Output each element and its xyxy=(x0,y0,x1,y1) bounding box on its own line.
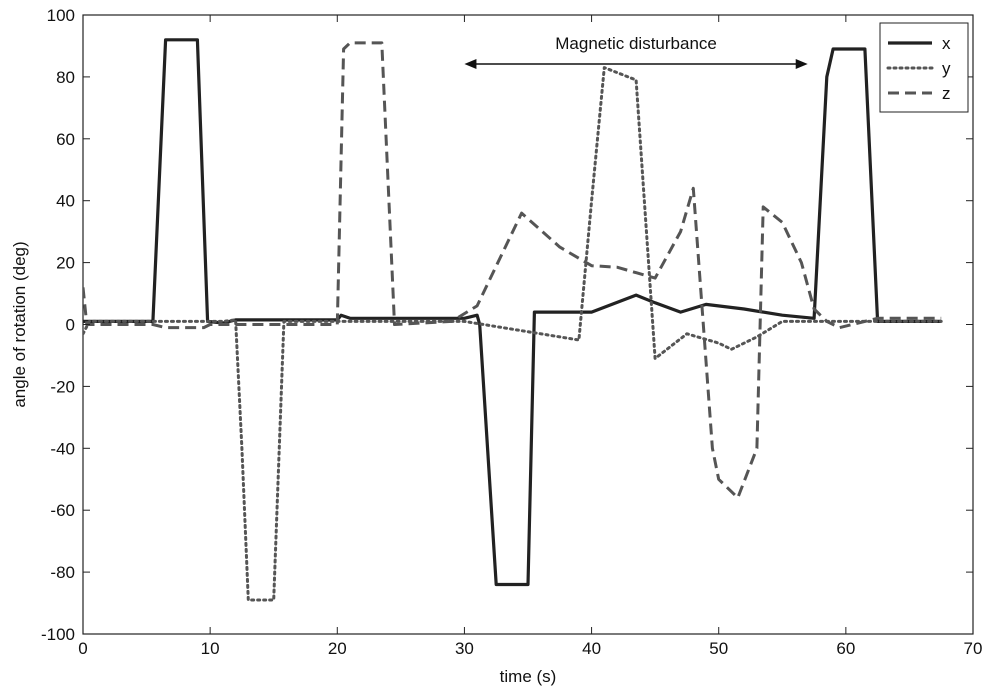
x-tick-label: 30 xyxy=(455,639,474,658)
y-tick-label: -80 xyxy=(50,563,75,582)
annotation-arrowhead-left xyxy=(464,59,477,69)
y-tick-label: 60 xyxy=(56,130,75,149)
series-line-z xyxy=(83,41,942,500)
x-tick-label: 40 xyxy=(582,639,601,658)
y-tick-label: -20 xyxy=(50,377,75,396)
series-line-x xyxy=(83,38,942,587)
y-tick-label: 40 xyxy=(56,192,75,211)
series-lines xyxy=(83,38,943,602)
y-tick-label: -60 xyxy=(50,501,75,520)
legend-label-y: y xyxy=(942,59,951,78)
y-tick-label: 100 xyxy=(47,6,75,25)
annotation-arrowhead-right xyxy=(795,59,808,69)
axes: 0 10 20 30 40 50 60 70 -100 -80 -60 -40 -20 0 20 40 60 80… xyxy=(41,6,982,658)
annotation: Magnetic disturbance xyxy=(464,34,808,69)
y-tick-label: -40 xyxy=(50,439,75,458)
y-tick-label: -100 xyxy=(41,625,75,644)
legend: xyz xyxy=(879,22,969,113)
series-line-y xyxy=(83,66,943,602)
y-tick-label: 80 xyxy=(56,68,75,87)
x-tick-label: 20 xyxy=(328,639,347,658)
y-tick-label: 20 xyxy=(56,254,75,273)
legend-label-z: z xyxy=(942,84,951,103)
annotation-label: Magnetic disturbance xyxy=(555,34,717,53)
x-tick-label: 0 xyxy=(78,639,87,658)
x-tick-label: 10 xyxy=(201,639,220,658)
y-tick-label: 0 xyxy=(66,316,75,335)
x-tick-label: 70 xyxy=(964,639,983,658)
y-axis-label: angle of rotation (deg) xyxy=(10,241,29,407)
x-axis-label: time (s) xyxy=(500,667,557,686)
legend-label-x: x xyxy=(942,34,951,53)
x-tick-label: 60 xyxy=(836,639,855,658)
x-tick-label: 50 xyxy=(709,639,728,658)
